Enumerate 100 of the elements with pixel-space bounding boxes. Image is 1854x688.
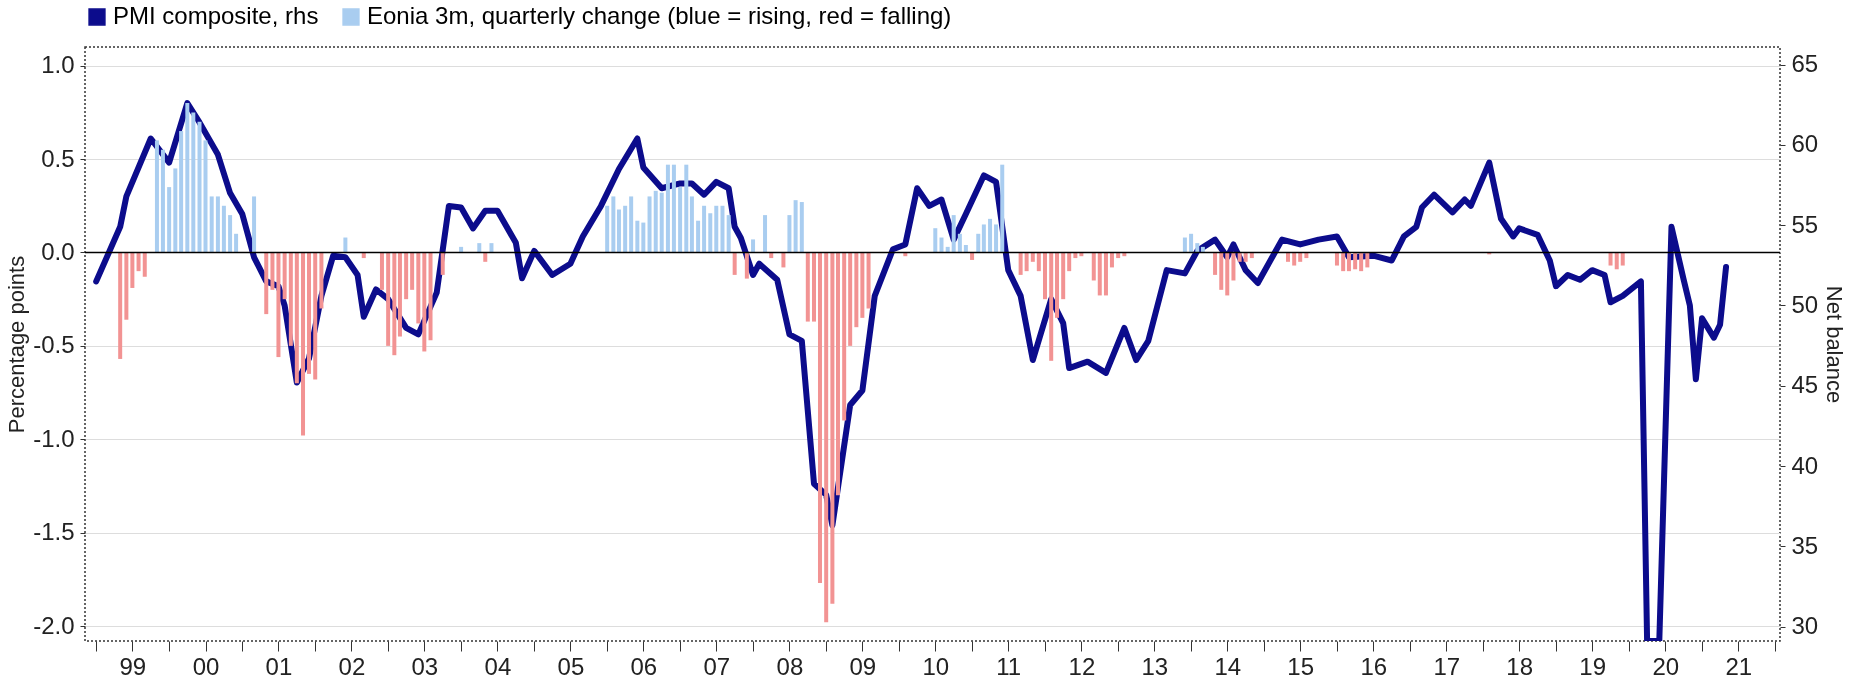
bar	[1286, 252, 1290, 262]
bar	[1030, 252, 1035, 262]
bar	[1608, 252, 1613, 266]
x-tick-label: 20	[1652, 652, 1680, 680]
y2-tick-label: 50	[1791, 290, 1819, 318]
bar	[751, 239, 756, 253]
bar	[1024, 252, 1029, 272]
x-tick-label: 17	[1433, 652, 1461, 680]
bar	[1334, 252, 1339, 266]
bar	[787, 215, 792, 253]
bar	[1219, 252, 1224, 290]
bar	[1346, 252, 1351, 272]
bar	[1055, 252, 1059, 318]
x-tick-label: 03	[411, 652, 439, 680]
y-tick-label: 1.0	[41, 51, 75, 79]
bar	[179, 131, 184, 253]
bar	[817, 252, 822, 584]
bar	[994, 224, 999, 253]
bar	[684, 164, 689, 253]
bar	[301, 252, 306, 436]
bar	[1225, 252, 1230, 296]
bar	[191, 112, 196, 253]
x-tick-label: 10	[922, 652, 950, 680]
bar	[616, 209, 621, 253]
bar	[343, 237, 348, 253]
bar	[835, 252, 840, 496]
legend-label: Eonia 3m, quarterly change (blue = rising, red = falling)	[367, 2, 952, 29]
bar	[933, 228, 938, 253]
bar	[124, 252, 129, 320]
bar	[215, 196, 220, 253]
y-tick-label: -2.0	[33, 611, 75, 639]
y-tick-label: -1.0	[33, 424, 75, 452]
bar	[142, 252, 147, 277]
bar	[702, 205, 707, 253]
bar	[744, 252, 749, 279]
bar	[483, 252, 488, 262]
x-tick-label: 08	[776, 652, 804, 680]
bar	[951, 215, 956, 253]
bar	[830, 252, 835, 604]
y2-tick-label: 65	[1791, 50, 1819, 78]
bar	[1620, 252, 1625, 266]
bar	[270, 252, 275, 290]
bar	[379, 252, 384, 290]
bar	[714, 205, 719, 253]
bar	[976, 233, 981, 253]
x-tick-label: 11	[996, 652, 1022, 680]
x-tick-label: 12	[1068, 652, 1096, 680]
bar	[659, 192, 664, 253]
bar	[130, 252, 135, 288]
bar	[1043, 252, 1048, 300]
bar	[793, 200, 798, 253]
y2-axis-title: Net balance	[1822, 285, 1848, 404]
bar	[696, 220, 701, 253]
legend-label: PMI composite, rhs	[113, 2, 319, 29]
bar	[860, 252, 865, 318]
bar	[623, 205, 628, 253]
bar	[428, 252, 433, 341]
bar	[1237, 252, 1242, 262]
bar	[732, 252, 737, 275]
x-tick-label: 05	[557, 652, 585, 680]
bar	[689, 196, 694, 253]
bar	[988, 218, 993, 253]
bar	[404, 252, 409, 300]
y2-tick-label: 30	[1791, 612, 1819, 640]
bar	[422, 252, 427, 352]
bar	[392, 252, 397, 356]
bar	[1243, 252, 1248, 262]
bar	[848, 252, 853, 346]
bar	[1091, 252, 1096, 281]
bar	[489, 243, 494, 253]
bar	[1614, 252, 1619, 270]
bar	[1000, 164, 1005, 253]
y-tick-label: 0.0	[41, 237, 75, 265]
x-tick-label: 14	[1214, 652, 1242, 680]
x-tick-label: 19	[1579, 652, 1606, 680]
bar	[720, 205, 725, 253]
bar	[1213, 252, 1218, 275]
bar	[866, 252, 871, 309]
bar	[1018, 252, 1023, 275]
bar	[1292, 252, 1297, 266]
bar	[605, 205, 610, 253]
bar	[1341, 252, 1346, 272]
bar	[805, 252, 810, 322]
bar	[781, 252, 786, 268]
bar	[1359, 252, 1364, 272]
y2-tick-label: 35	[1791, 531, 1819, 559]
bar	[799, 202, 804, 253]
bar	[1231, 252, 1236, 281]
bar	[629, 196, 634, 253]
bar	[1109, 252, 1114, 268]
bar	[726, 215, 731, 253]
bar	[812, 252, 816, 322]
bar	[1298, 252, 1303, 262]
bar	[386, 252, 391, 346]
y2-tick-label: 60	[1791, 130, 1819, 158]
y2-tick-label: 45	[1791, 371, 1819, 399]
x-tick-label: 07	[703, 652, 731, 680]
bar	[1049, 252, 1054, 361]
bar	[671, 164, 676, 253]
bar	[854, 252, 859, 328]
